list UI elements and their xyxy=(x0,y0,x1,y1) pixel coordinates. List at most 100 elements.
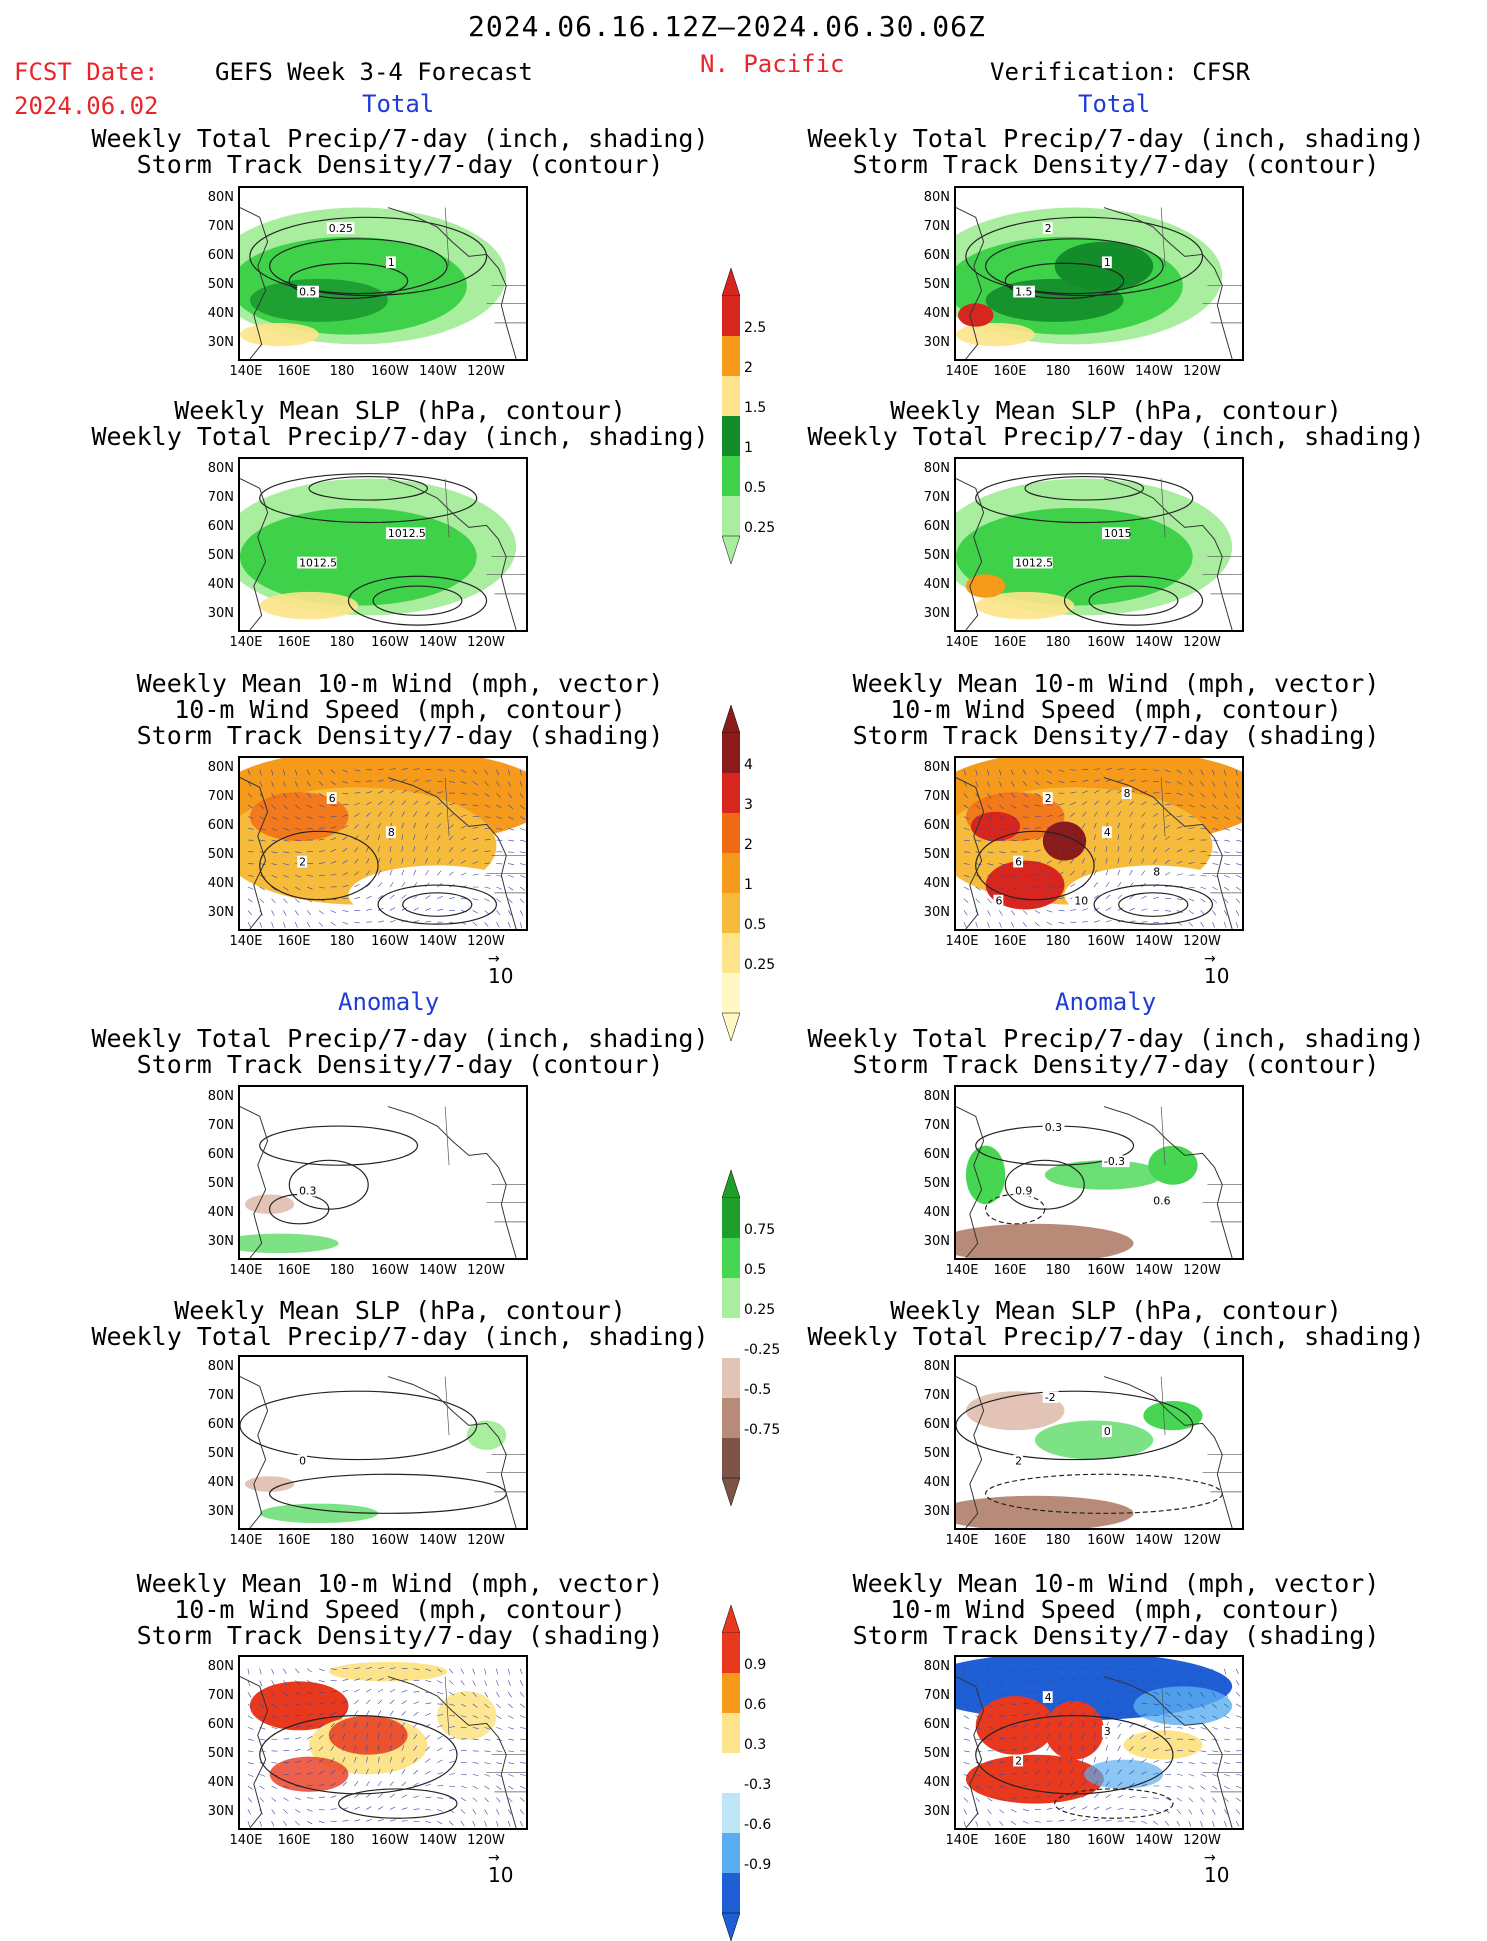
colorbar-label: -0.9 xyxy=(744,1857,771,1873)
colorbar-cap-bottom xyxy=(722,536,740,564)
lon-tick-label: 160W xyxy=(1084,1533,1128,1548)
lat-tick-label: 50N xyxy=(920,548,950,563)
panel-title-line: Storm Track Density/7-day (shading) xyxy=(796,722,1436,749)
lat-tick-label: 40N xyxy=(920,306,950,321)
lat-tick-label: 60N xyxy=(204,1717,234,1732)
colorbar-segment xyxy=(722,973,740,1013)
lon-tick-label: 160E xyxy=(272,1833,316,1848)
lon-tick-label: 160W xyxy=(368,1263,412,1278)
map-panel-left-5: 0 xyxy=(238,1355,528,1530)
colorbar-label: -0.75 xyxy=(744,1422,780,1438)
contour-label: 6 xyxy=(329,792,336,805)
section-total-left: Total xyxy=(362,90,434,118)
panel-title-line: Weekly Mean SLP (hPa, contour) xyxy=(796,397,1436,424)
lon-tick-label: 160W xyxy=(368,1833,412,1848)
colorbar-precip-anom xyxy=(722,1170,740,1506)
lat-tick-label: 50N xyxy=(204,548,234,563)
lat-tick-label: 40N xyxy=(204,1205,234,1220)
colorbar-segment xyxy=(722,1873,740,1913)
lat-tick-label: 70N xyxy=(920,1688,950,1703)
lon-tick-label: 160E xyxy=(988,635,1032,650)
lat-tick-label: 30N xyxy=(204,1504,234,1519)
lon-tick-label: 180 xyxy=(1036,1263,1080,1278)
lat-tick-label: 80N xyxy=(920,1359,950,1374)
lat-tick-label: 80N xyxy=(204,1089,234,1104)
panel-title-line: Weekly Mean SLP (hPa, contour) xyxy=(80,1297,720,1324)
lon-tick-label: 160W xyxy=(1084,1263,1128,1278)
shading-blob xyxy=(329,1716,408,1755)
lat-tick-label: 80N xyxy=(204,1659,234,1674)
colorbar-label: 1 xyxy=(744,440,753,456)
lat-tick-label: 40N xyxy=(920,1205,950,1220)
lat-tick-label: 50N xyxy=(920,277,950,292)
colorbar-label: 1 xyxy=(744,877,753,893)
section-anom-left: Anomaly xyxy=(338,988,439,1016)
contour-label: 4 xyxy=(1104,826,1111,839)
lon-tick-label: 140W xyxy=(1132,1833,1176,1848)
lat-tick-label: 50N xyxy=(204,277,234,292)
colorbar-segment xyxy=(722,1753,740,1793)
contour-label: 4 xyxy=(1045,1691,1052,1704)
lat-tick-label: 40N xyxy=(204,876,234,891)
lat-tick-label: 30N xyxy=(920,905,950,920)
colorbar-segment xyxy=(722,1713,740,1753)
lat-tick-label: 80N xyxy=(204,190,234,205)
contour-label: 0.5 xyxy=(299,286,316,299)
shading-blob xyxy=(1084,1760,1163,1789)
contour-label: 2 xyxy=(1045,792,1052,805)
lon-tick-label: 160W xyxy=(1084,364,1128,379)
lat-tick-label: 80N xyxy=(204,760,234,775)
lat-tick-label: 50N xyxy=(920,1176,950,1191)
shading-blob xyxy=(260,592,359,619)
panel-title-line: 10-m Wind Speed (mph, contour) xyxy=(80,1596,720,1623)
coastline-america xyxy=(388,1107,516,1258)
panel-title-line: 10-m Wind Speed (mph, contour) xyxy=(796,1596,1436,1623)
contour-label: 1015 xyxy=(1104,527,1132,540)
lon-tick-label: 140E xyxy=(940,1833,984,1848)
lon-tick-label: 120W xyxy=(1180,364,1224,379)
colorbar-label: 0.9 xyxy=(744,1657,766,1673)
colorbar-label: 2.5 xyxy=(744,320,766,336)
panel-title-line: Weekly Mean 10-m Wind (mph, vector) xyxy=(796,1570,1436,1597)
contour-label: 0 xyxy=(1104,1425,1111,1438)
lon-tick-label: 160E xyxy=(988,1533,1032,1548)
panel-title-line: Weekly Total Precip/7-day (inch, shading… xyxy=(796,1025,1436,1052)
lat-tick-label: 30N xyxy=(920,335,950,350)
lat-tick-label: 30N xyxy=(204,1804,234,1819)
lat-tick-label: 40N xyxy=(204,306,234,321)
colorbar-segment xyxy=(722,416,740,456)
lon-tick-label: 140W xyxy=(416,934,460,949)
lon-tick-label: 140E xyxy=(224,934,268,949)
lat-tick-label: 80N xyxy=(204,461,234,476)
lon-tick-label: 180 xyxy=(320,364,364,379)
lon-tick-label: 180 xyxy=(1036,364,1080,379)
colorbar-label: 2 xyxy=(744,360,753,376)
panel-title-line: Weekly Total Precip/7-day (inch, shading… xyxy=(80,1025,720,1052)
lat-tick-label: 40N xyxy=(920,577,950,592)
shading-blob xyxy=(437,1691,496,1740)
panel-title-line: Storm Track Density/7-day (contour) xyxy=(796,1051,1436,1078)
colorbar-cap-bottom xyxy=(722,1913,740,1941)
contour-label: 1.5 xyxy=(1015,286,1032,299)
panel-title-line: Weekly Total Precip/7-day (inch, shading… xyxy=(796,423,1436,450)
lat-tick-label: 50N xyxy=(920,847,950,862)
lat-tick-label: 50N xyxy=(920,1746,950,1761)
lat-tick-label: 60N xyxy=(204,1417,234,1432)
lat-tick-label: 80N xyxy=(920,760,950,775)
lon-tick-label: 120W xyxy=(464,1533,508,1548)
lat-tick-label: 30N xyxy=(920,1504,950,1519)
contour-label: -0.3 xyxy=(1104,1155,1125,1168)
lon-tick-label: 140W xyxy=(1132,1533,1176,1548)
colorbar-label: 0.5 xyxy=(744,917,766,933)
colorbar-label: 4 xyxy=(744,757,753,773)
lon-tick-label: 160E xyxy=(272,1263,316,1278)
contour-label: 2 xyxy=(1015,1455,1022,1468)
contour-label: 0.25 xyxy=(329,222,353,235)
lon-tick-label: 140W xyxy=(1132,635,1176,650)
lat-tick-label: 70N xyxy=(920,1118,950,1133)
lon-tick-label: 120W xyxy=(1180,635,1224,650)
panel-title-line: 10-m Wind Speed (mph, contour) xyxy=(796,696,1436,723)
